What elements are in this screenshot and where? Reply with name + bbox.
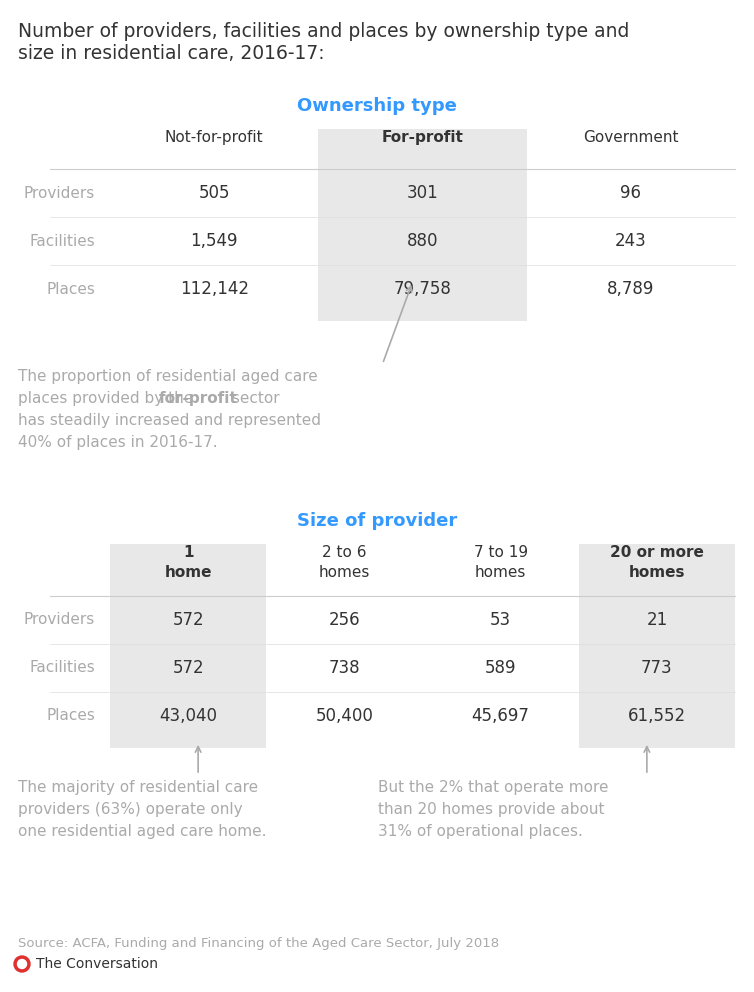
Text: 8,789: 8,789 [607, 280, 654, 298]
FancyBboxPatch shape [110, 544, 266, 748]
Text: sector: sector [227, 391, 280, 406]
Text: 50,400: 50,400 [315, 707, 373, 725]
Text: 572: 572 [173, 611, 204, 629]
Text: 79,758: 79,758 [394, 280, 452, 298]
Text: The majority of residential care: The majority of residential care [18, 780, 258, 795]
Text: 243: 243 [615, 232, 647, 250]
Text: 21: 21 [646, 611, 667, 629]
Text: Source: ACFA, Funding and Financing of the Aged Care Sector, July 2018: Source: ACFA, Funding and Financing of t… [18, 937, 499, 950]
Circle shape [14, 956, 30, 972]
Text: Ownership type: Ownership type [297, 97, 457, 115]
Text: 96: 96 [621, 184, 642, 202]
Text: 40% of places in 2016-17.: 40% of places in 2016-17. [18, 435, 218, 450]
Text: 301: 301 [406, 184, 438, 202]
Text: 773: 773 [641, 659, 673, 677]
Text: Facilities: Facilities [29, 233, 95, 249]
Text: 61,552: 61,552 [628, 707, 686, 725]
Text: 53: 53 [490, 611, 511, 629]
Text: providers (63%) operate only: providers (63%) operate only [18, 802, 243, 817]
Text: Facilities: Facilities [29, 661, 95, 676]
Text: Places: Places [46, 282, 95, 297]
Text: 43,040: 43,040 [159, 707, 217, 725]
Text: 572: 572 [173, 659, 204, 677]
Text: 1,549: 1,549 [191, 232, 238, 250]
Text: places provided by the: places provided by the [18, 391, 198, 406]
Text: for-profit: for-profit [158, 391, 237, 406]
Text: has steadily increased and represented: has steadily increased and represented [18, 413, 321, 428]
Text: 256: 256 [329, 611, 360, 629]
Text: 505: 505 [198, 184, 230, 202]
Text: Places: Places [46, 708, 95, 723]
Text: Number of providers, facilities and places by ownership type and
size in residen: Number of providers, facilities and plac… [18, 22, 630, 63]
Text: Government: Government [583, 130, 679, 145]
Text: 880: 880 [406, 232, 438, 250]
Text: 112,142: 112,142 [179, 280, 249, 298]
Text: 20 or more
homes: 20 or more homes [610, 545, 703, 579]
Text: 7 to 19
homes: 7 to 19 homes [474, 545, 528, 579]
Text: But the 2% that operate more: But the 2% that operate more [378, 780, 608, 795]
Text: 589: 589 [485, 659, 516, 677]
FancyBboxPatch shape [318, 129, 526, 321]
Text: Providers: Providers [23, 612, 95, 628]
Text: Size of provider: Size of provider [297, 512, 457, 530]
Text: 738: 738 [329, 659, 360, 677]
Text: 2 to 6
homes: 2 to 6 homes [319, 545, 370, 579]
Text: The Conversation: The Conversation [36, 957, 158, 971]
Text: 1
home: 1 home [164, 545, 212, 579]
Text: 45,697: 45,697 [472, 707, 529, 725]
Text: Not-for-profit: Not-for-profit [165, 130, 263, 145]
Circle shape [17, 959, 26, 968]
Text: Providers: Providers [23, 186, 95, 200]
Text: 31% of operational places.: 31% of operational places. [378, 824, 582, 839]
Text: than 20 homes provide about: than 20 homes provide about [378, 802, 604, 817]
Text: The proportion of residential aged care: The proportion of residential aged care [18, 369, 317, 384]
FancyBboxPatch shape [579, 544, 735, 748]
Text: For-profit: For-profit [382, 130, 464, 145]
Text: one residential aged care home.: one residential aged care home. [18, 824, 266, 839]
